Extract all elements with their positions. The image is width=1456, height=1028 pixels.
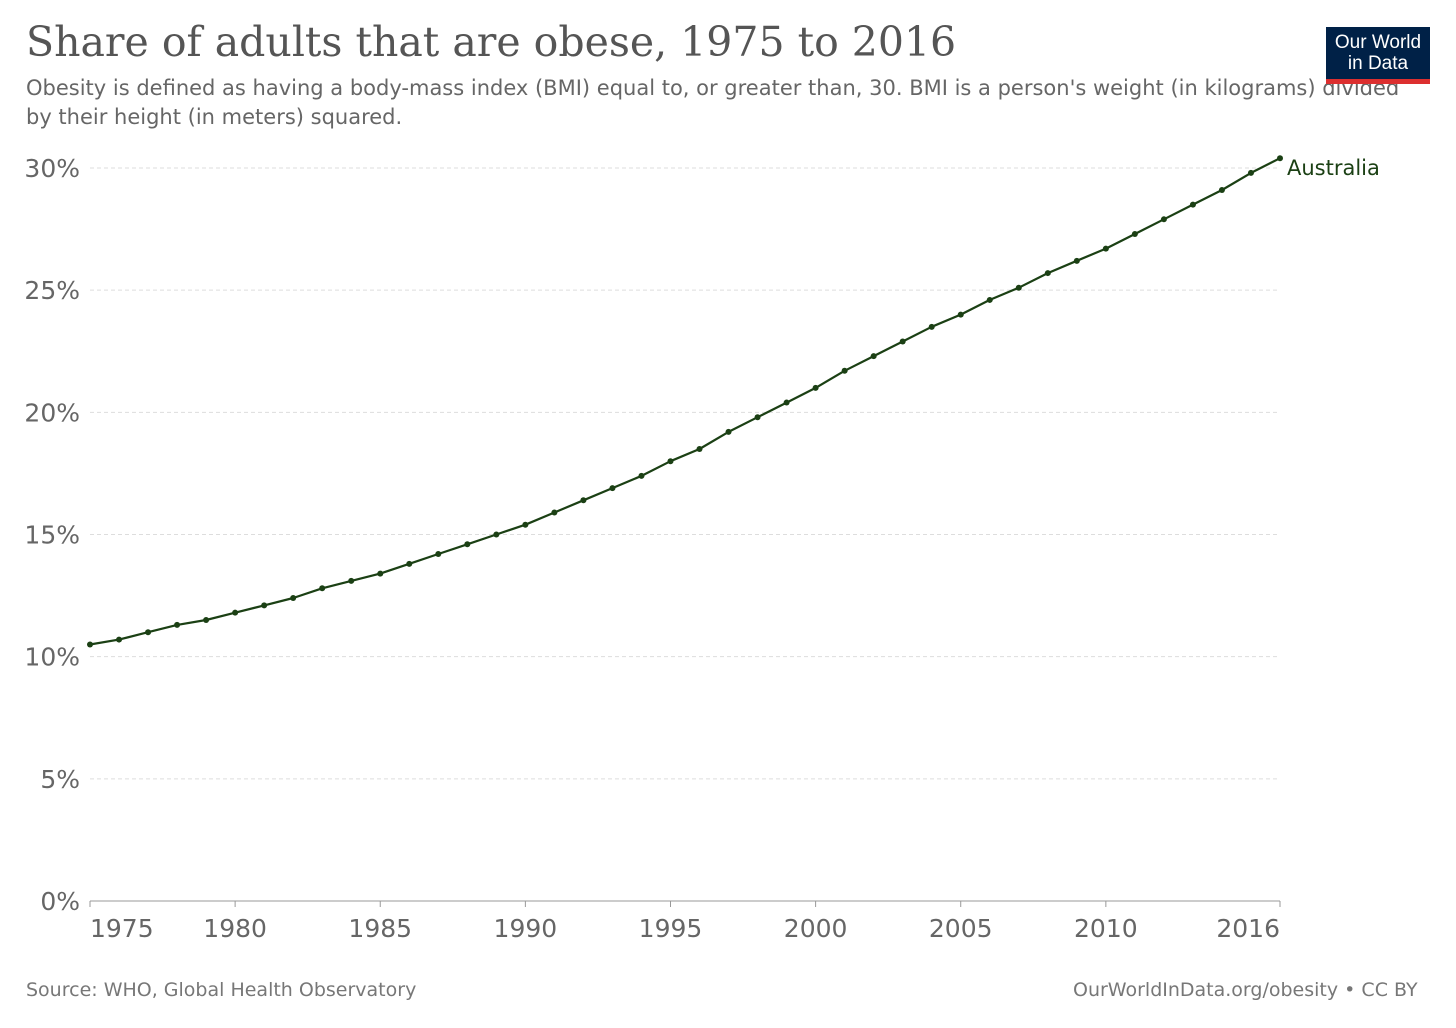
data-point [435,551,442,558]
data-point [1160,216,1167,223]
y-tick-label: 30% [24,154,80,183]
data-point [870,353,877,360]
y-tick-label: 20% [24,398,80,427]
data-point [928,323,935,330]
owid-logo[interactable]: Our World in Data [1326,27,1430,84]
data-point [377,570,384,577]
footer-separator: • [1338,979,1362,1001]
data-point [1073,257,1080,264]
x-tick-label: 2000 [784,914,848,943]
logo-text-line1: Our World [1334,32,1422,53]
data-point [1247,169,1254,176]
x-tick-label: 2010 [1074,914,1138,943]
data-point [522,521,529,528]
logo-accent-bar [1326,79,1430,84]
data-point [986,296,993,303]
data-point [783,399,790,406]
data-point [580,497,587,504]
footer-credit: OurWorldInData.org/obesity • CC BY [1073,979,1418,1001]
source-note: Source: WHO, Global Health Observatory [26,979,417,1001]
data-point [1218,186,1225,193]
data-point [261,602,268,609]
data-point [174,621,181,628]
logo-text-line2: in Data [1347,53,1409,74]
x-tick-label: 1985 [348,914,412,943]
data-point [899,338,906,345]
y-tick-label: 15% [24,521,80,550]
data-point [348,577,355,584]
data-point [145,629,152,636]
data-point [725,428,732,435]
license-link[interactable]: CC BY [1361,979,1418,1001]
data-point [493,531,500,538]
data-point [1189,201,1196,208]
data-point [754,414,761,421]
data-point [1131,230,1138,237]
x-tick-label: 1980 [203,914,267,943]
data-point [696,445,703,452]
data-point [232,609,239,616]
x-tick-label: 1995 [639,914,703,943]
data-point [319,585,326,592]
x-tick-label: 2016 [1216,914,1280,943]
data-point [203,617,210,624]
source-link[interactable]: OurWorldInData.org/obesity [1073,979,1339,1001]
data-point [464,541,471,548]
data-point [1015,284,1022,291]
y-tick-label: 25% [24,276,80,305]
data-point [957,311,964,318]
y-tick-label: 0% [40,887,80,916]
data-point [290,595,297,602]
data-point [812,384,819,391]
data-point [638,472,645,479]
x-tick-label: 2005 [929,914,993,943]
data-point [1044,270,1051,277]
x-tick-label: 1990 [494,914,558,943]
data-point [551,509,558,516]
data-point [1277,155,1283,162]
y-tick-label: 5% [40,765,80,794]
chart-subtitle: Obesity is defined as having a body-mass… [26,76,1400,129]
data-point [1102,245,1109,252]
data-point [841,367,848,374]
data-point [609,485,616,492]
chart-title: Share of adults that are obese, 1975 to … [26,18,957,66]
series-label-australia: Australia [1287,156,1380,180]
data-point [87,641,93,648]
series-line-australia [89,157,1281,646]
x-tick-label: 1975 [90,914,154,943]
data-point [406,560,413,567]
y-tick-label: 10% [24,643,80,672]
data-point [667,458,674,465]
data-point [116,636,123,643]
